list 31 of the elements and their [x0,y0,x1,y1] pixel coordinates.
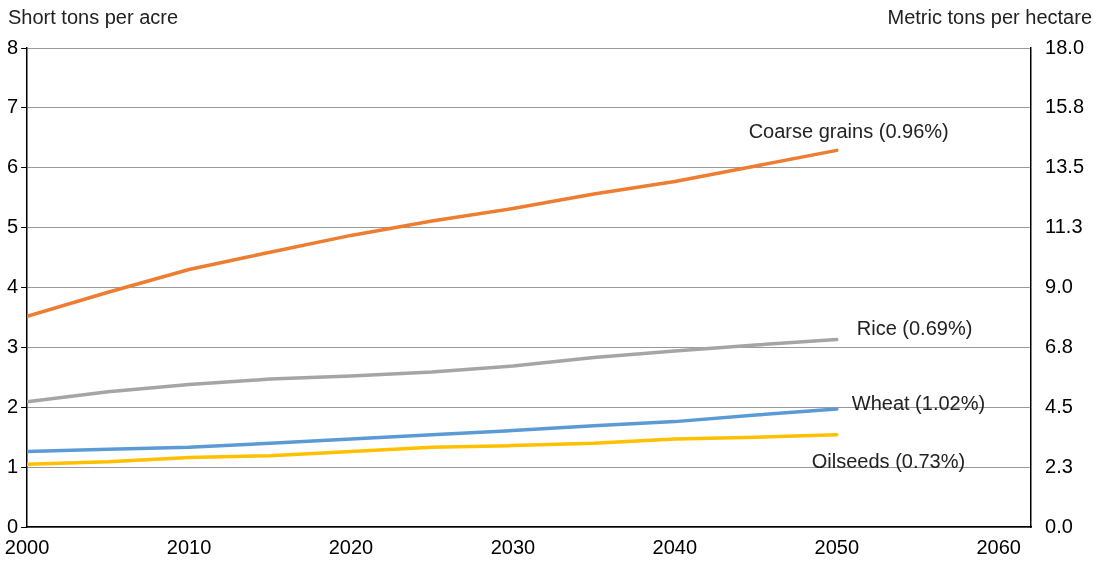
x-tick-label: 2040 [652,535,698,558]
x-tick-label: 2060 [976,535,1021,558]
y2-tick-label: 11.3 [1045,215,1083,238]
y-axis-title: Short tons per acre [8,5,179,28]
y-tick-label: 5 [7,215,19,238]
y2-axis-title: Metric tons per hectare [887,5,1092,28]
series-label: Wheat (1.02%) [851,391,986,414]
y-tick-label: 7 [7,95,19,118]
y-tick-label: 6 [7,155,19,178]
x-tick-label: 2020 [328,535,374,558]
series-label: Coarse grains (0.96%) [748,119,949,142]
y-tick-label: 1 [7,454,19,477]
y2-tick-label: 9.0 [1045,275,1073,298]
y-tick-label: 8 [7,35,19,58]
y2-tick-label: 13.5 [1045,155,1085,178]
y2-tick-label: 0.0 [1045,514,1073,537]
x-tick-label: 2050 [814,535,860,558]
y-tick-label: 0 [7,514,19,537]
y2-tick-label: 6.8 [1045,334,1073,357]
y2-tick-label: 2.3 [1045,454,1073,477]
y2-tick-label: 15.8 [1045,95,1085,118]
y-tick-label: 3 [7,334,19,357]
x-tick-label: 2030 [490,535,536,558]
x-tick-label: 2000 [4,535,50,558]
y2-tick-label: 4.5 [1045,394,1073,417]
y2-tick-label: 18.0 [1045,35,1085,58]
y-tick-label: 2 [7,394,19,417]
series-label: Oilseeds (0.73%) [811,450,966,473]
series-label: Rice (0.69%) [856,317,973,340]
y-tick-label: 4 [7,275,19,298]
x-tick-label: 2010 [166,535,212,558]
